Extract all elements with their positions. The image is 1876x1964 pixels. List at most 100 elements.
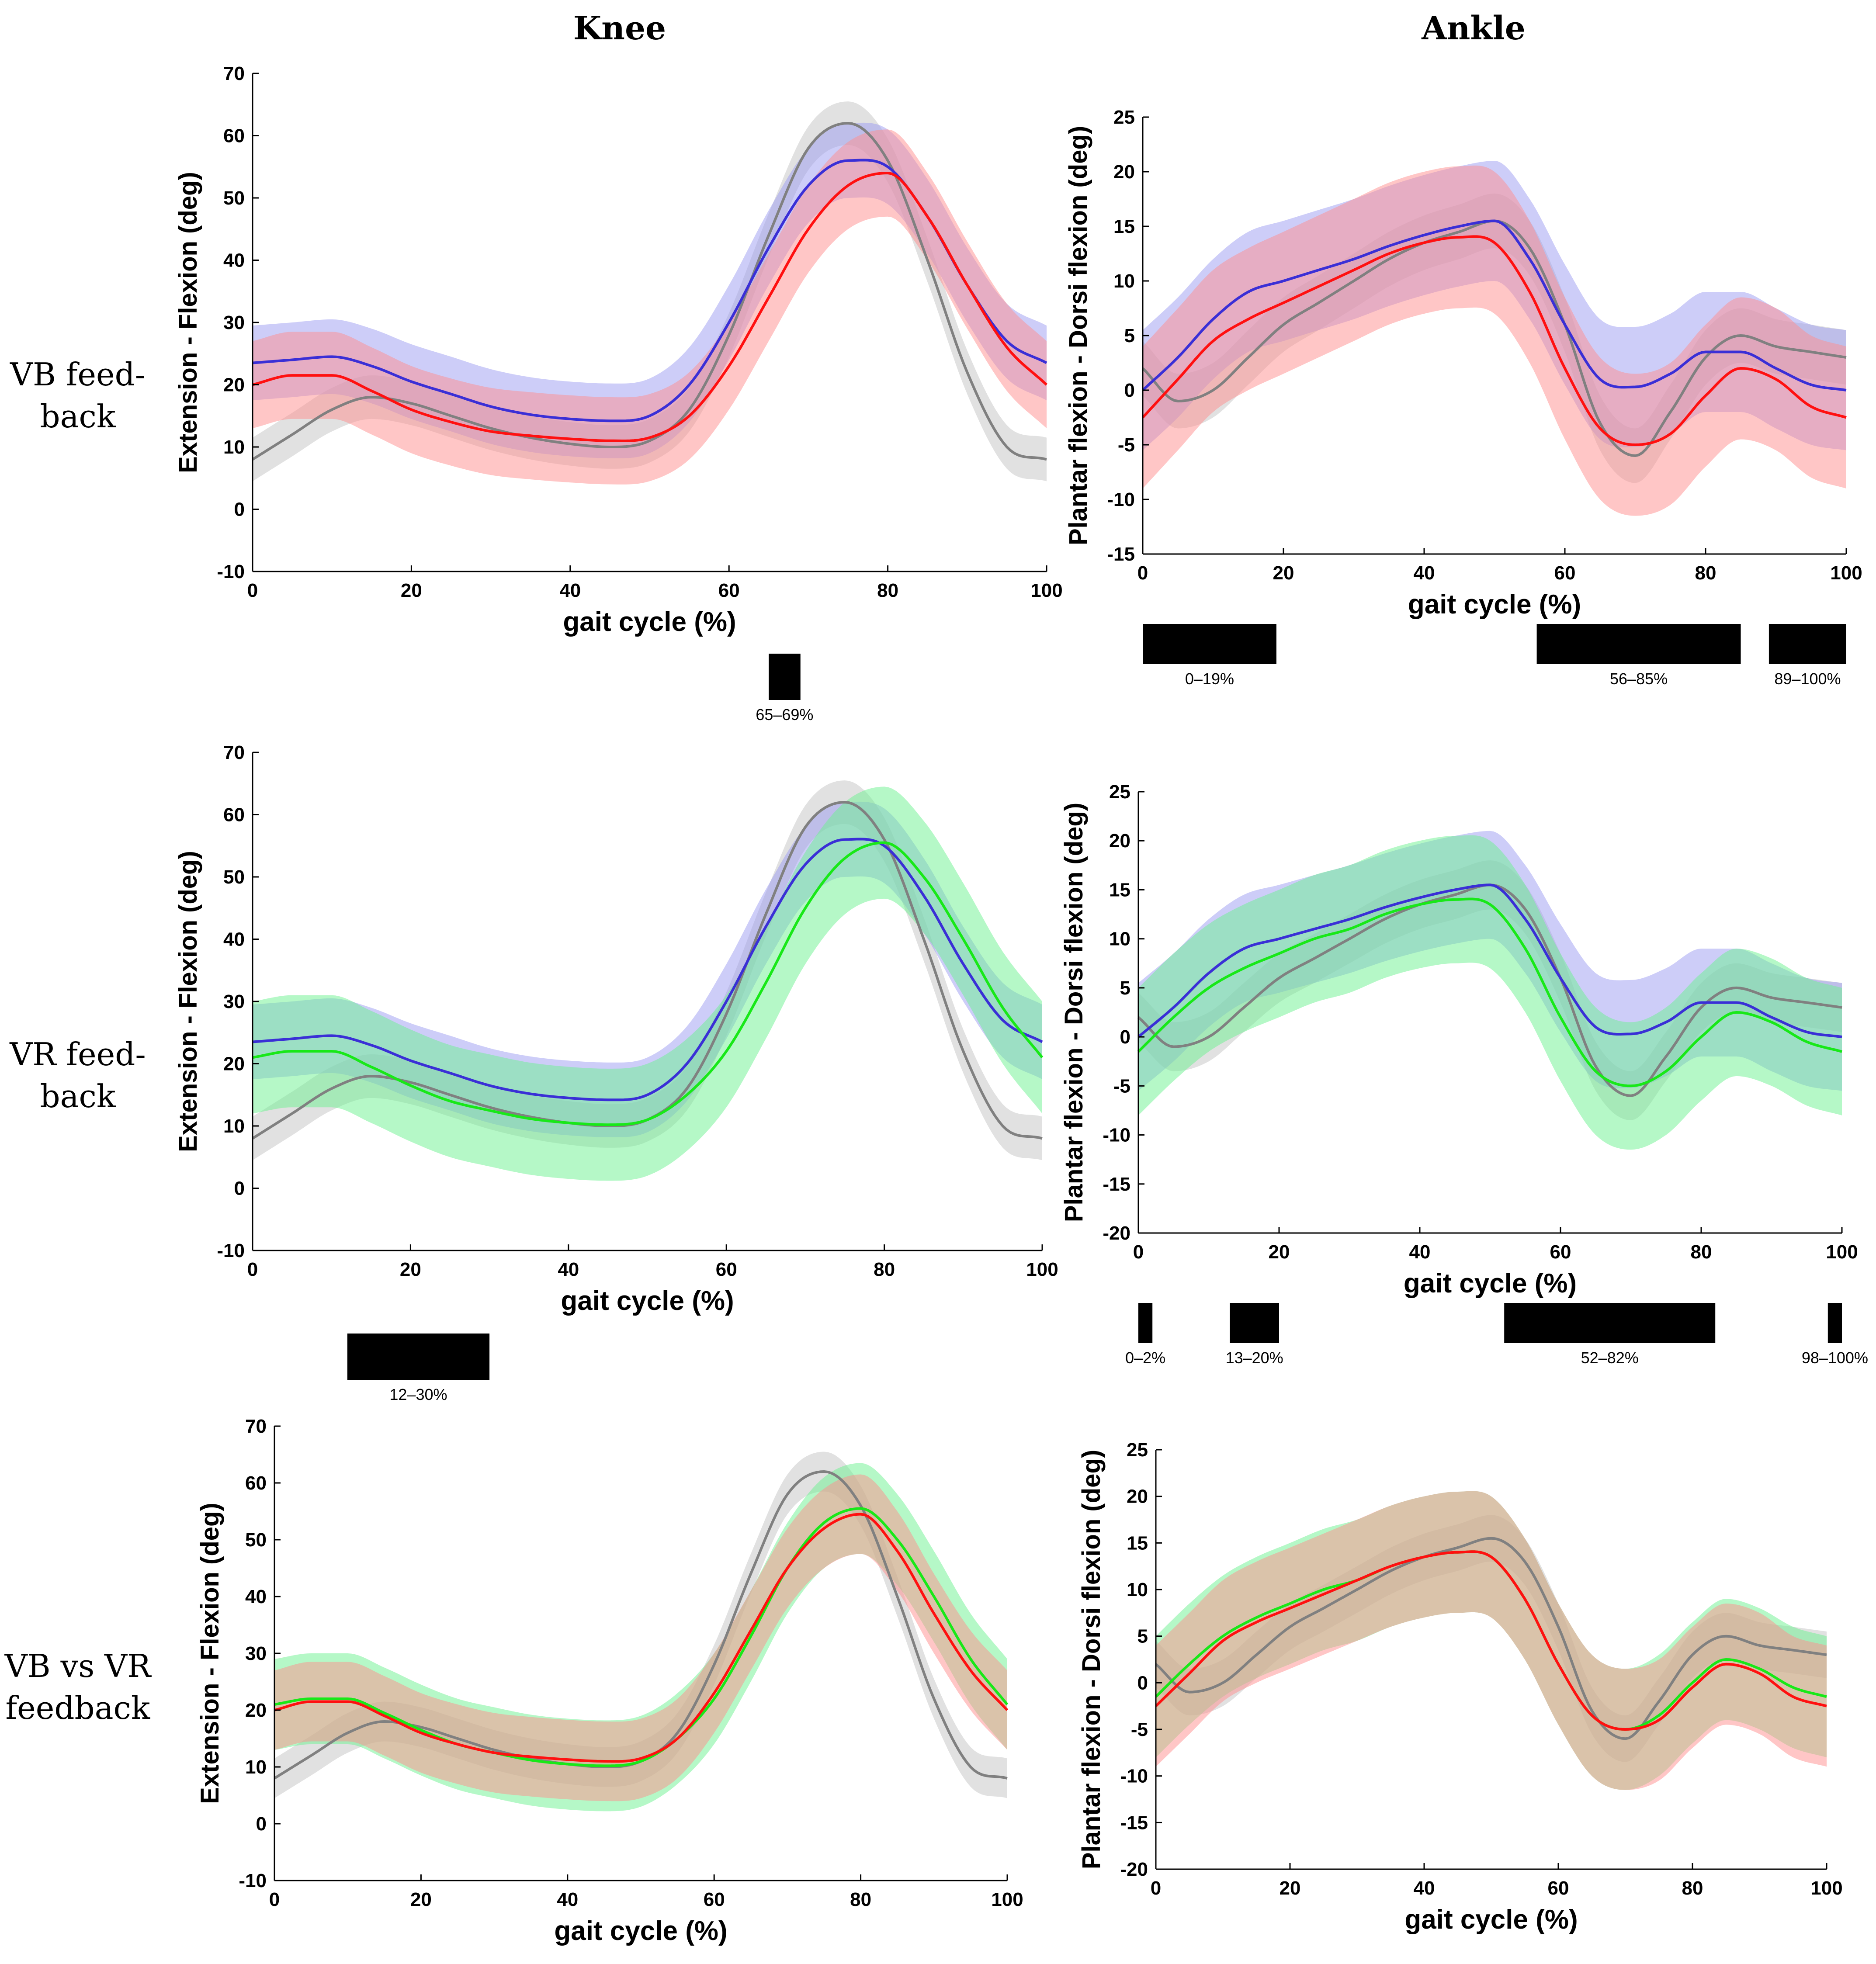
x-tick-label: 20 [1269, 1241, 1290, 1263]
x-tick-label: 80 [874, 1259, 895, 1280]
y-tick-label: 20 [1127, 1486, 1148, 1507]
row-label-vbvr: VB vs VR feedback [4, 1648, 152, 1726]
significance-bar [769, 654, 801, 700]
y-tick-label: 50 [223, 866, 245, 888]
x-tick-label: 20 [1280, 1877, 1301, 1899]
y-tick-label: 15 [1127, 1532, 1148, 1554]
y-axis-label: Plantar flexion - Dorsi flexion (deg) [1077, 1450, 1106, 1869]
x-tick-label: 20 [410, 1889, 432, 1910]
x-tick-label: 60 [718, 580, 740, 601]
mean-line-red [252, 171, 1048, 442]
row-label-vbvr-line1: VB vs VR [4, 1648, 152, 1684]
column-title-knee: Knee [573, 10, 666, 47]
x-axis-label: gait cycle (%) [554, 1916, 727, 1946]
y-tick-label: 5 [1137, 1626, 1148, 1647]
y-tick-label: 0 [1137, 1672, 1148, 1694]
y-tick-label: -10 [1107, 489, 1135, 510]
x-tick-label: 80 [1682, 1877, 1703, 1899]
row-label-vb-line1: VB feed- [10, 356, 146, 393]
y-tick-label: -15 [1103, 1174, 1130, 1195]
x-tick-label: 40 [1414, 562, 1435, 584]
x-tick-label: 80 [1691, 1241, 1712, 1263]
significance-bar [1536, 624, 1741, 664]
y-tick-label: -10 [1120, 1766, 1148, 1787]
x-tick-label: 0 [247, 580, 258, 601]
y-tick-label: 20 [1113, 161, 1135, 183]
x-tick-label: 40 [558, 1259, 579, 1280]
y-tick-label: -10 [239, 1870, 267, 1891]
mean-line-green [274, 1507, 1009, 1767]
y-tick-label: 50 [245, 1529, 267, 1551]
row-label-vr-line1: VR feed- [9, 1036, 146, 1073]
y-tick-label: 10 [223, 1115, 245, 1137]
y-tick-label: 30 [223, 991, 245, 1012]
x-tick-label: 80 [1695, 562, 1716, 584]
y-axis-label: Plantar flexion - Dorsi flexion (deg) [1060, 803, 1088, 1222]
significance-label: 52–82% [1581, 1349, 1639, 1367]
sd-band-green [1138, 835, 1842, 1150]
y-tick-label: 20 [223, 374, 245, 396]
x-tick-label: 60 [1554, 562, 1576, 584]
y-tick-label: 20 [223, 1053, 245, 1075]
y-axis-label: Extension - Flexion (deg) [174, 851, 202, 1152]
sd-band-green [253, 786, 1042, 1181]
x-tick-label: 0 [269, 1889, 280, 1910]
y-tick-label: -10 [1103, 1125, 1130, 1146]
significance-label: 89–100% [1774, 670, 1841, 688]
x-tick-label: 60 [704, 1889, 725, 1910]
y-tick-label: 5 [1124, 325, 1135, 346]
y-tick-label: 60 [223, 804, 245, 826]
x-tick-label: 40 [559, 580, 581, 601]
x-tick-label: 100 [991, 1889, 1023, 1910]
x-tick-label: 40 [557, 1889, 578, 1910]
sd-band-red [1143, 165, 1846, 516]
significance-label: 65–69% [756, 706, 813, 724]
significance-bar [347, 1334, 490, 1380]
chart-vr-ankle: -20 -15 -10 -5 0 5 10 15 20 25 0 20 40 60 80 100 gait cy… [1060, 781, 1868, 1367]
mean-line-red [1141, 235, 1847, 447]
significance-bar [1143, 624, 1276, 664]
significance-label: 0–19% [1185, 670, 1234, 688]
significance-bar [1769, 624, 1846, 664]
x-tick-label: 60 [1548, 1877, 1569, 1899]
x-tick-label: 0 [1137, 562, 1148, 584]
mean-line-red [1155, 1550, 1827, 1731]
y-tick-label: 15 [1109, 879, 1130, 901]
y-tick-label: 15 [1113, 216, 1135, 237]
x-axis-label: gait cycle (%) [1408, 589, 1581, 620]
sd-band-red [253, 129, 1047, 485]
y-tick-label: 10 [223, 436, 245, 458]
y-tick-label: 25 [1113, 107, 1135, 128]
y-tick-label: 30 [223, 312, 245, 333]
x-axis-label: gait cycle (%) [563, 607, 736, 637]
x-tick-label: 100 [1026, 1259, 1058, 1280]
y-axis-label: Plantar flexion - Dorsi flexion (deg) [1064, 126, 1092, 545]
y-tick-label: 25 [1109, 781, 1130, 803]
x-axis-label: gait cycle (%) [1404, 1268, 1577, 1299]
x-tick-label: 0 [247, 1259, 258, 1280]
y-tick-label: 70 [223, 63, 245, 84]
x-tick-label: 100 [1030, 580, 1062, 601]
y-tick-label: -5 [1113, 1075, 1130, 1097]
x-tick-label: 100 [1826, 1241, 1858, 1263]
significance-bar [1504, 1303, 1716, 1343]
x-tick-label: 0 [1151, 1877, 1161, 1899]
chart-vbvr-ankle: -20 -15 -10 -5 0 5 10 15 20 25 0 20 40 60 80 100 gait cy… [1077, 1439, 1843, 1935]
y-tick-label: 20 [1109, 830, 1130, 852]
column-title-ankle: Ankle [1421, 10, 1526, 47]
mean-line-red [274, 1513, 1009, 1763]
x-tick-label: 20 [401, 580, 422, 601]
chart-vb-ankle: -15 -10 -5 0 5 10 15 20 25 0 20 40 60 80 100 gait cycle… [1064, 107, 1862, 688]
mean-line-green [1137, 897, 1842, 1088]
x-tick-label: 20 [1273, 562, 1294, 584]
y-tick-label: -10 [217, 1240, 245, 1261]
y-tick-label: 10 [245, 1756, 267, 1778]
y-tick-label: -15 [1107, 544, 1135, 565]
x-tick-label: 100 [1830, 562, 1862, 584]
y-tick-label: 40 [245, 1586, 267, 1607]
significance-label: 56–85% [1610, 670, 1668, 688]
row-label-vr: VR feed- back [9, 1036, 146, 1115]
y-tick-label: 50 [223, 187, 245, 209]
